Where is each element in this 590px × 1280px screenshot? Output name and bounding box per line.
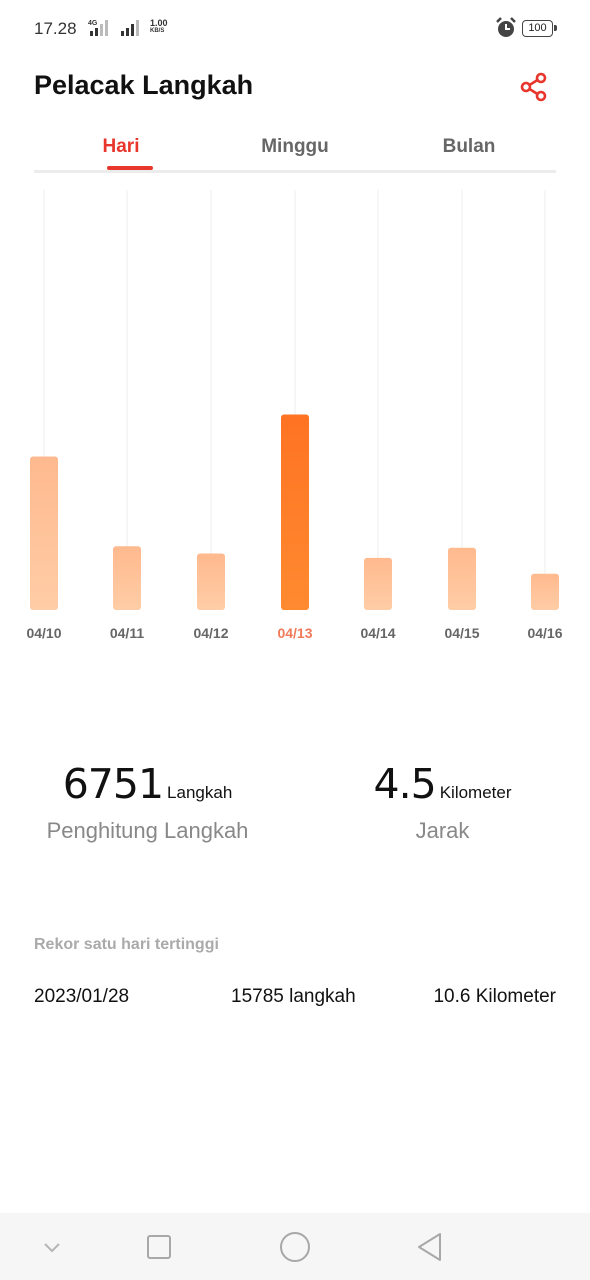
chart-tick-label: 04/13 — [277, 625, 312, 641]
share-icon[interactable] — [519, 72, 549, 102]
steps-value: 6751 — [62, 760, 164, 808]
chart-bar-04-15[interactable] — [448, 547, 476, 610]
signal-strength-icon: 4G — [88, 20, 108, 36]
status-bar: 17.28 4G 1.00 KB/S 100 — [0, 0, 590, 58]
chart-tick-label: 04/10 — [26, 625, 61, 641]
chart-tick-label: 04/11 — [110, 625, 144, 641]
chart-bar-04-12[interactable] — [197, 553, 225, 610]
tab-active-indicator — [107, 166, 153, 170]
steps-bar-chart: 04/10 04/11 04/12 04/13 04/14 04/15 04/16 — [26, 190, 563, 641]
tab-bulan[interactable]: Bulan — [382, 128, 556, 168]
network-type-label: 4G — [88, 20, 98, 27]
page-title: Pelacak Langkah — [34, 70, 254, 100]
battery-icon: 100 — [522, 20, 557, 37]
distance-unit: Kilometer — [439, 783, 512, 802]
network-speed-unit: KB/S — [150, 28, 165, 34]
tab-hari[interactable]: Hari — [34, 128, 208, 170]
tab-minggu[interactable]: Minggu — [208, 128, 382, 168]
chart-bar-04-14[interactable] — [364, 557, 392, 610]
tab-label: Hari — [102, 136, 140, 157]
chart-bar-04-13[interactable] — [281, 414, 309, 610]
steps-chart: 04/10 04/11 04/12 04/13 04/14 04/15 04/16 — [0, 190, 590, 650]
record-distance: 10.6 Kilometer — [433, 986, 556, 1007]
network-speed: 1.00 KB/S — [150, 18, 168, 35]
chevron-down-icon[interactable] — [32, 1229, 72, 1265]
period-tabs: Hari Minggu Bulan — [34, 128, 556, 174]
chart-bar-04-11[interactable] — [113, 546, 141, 610]
tabs-divider — [34, 170, 556, 173]
distance-label: Jarak — [415, 818, 470, 843]
chart-bar-04-16[interactable] — [531, 573, 559, 610]
chart-tick-label: 04/12 — [193, 625, 228, 641]
steps-stat: 6751 Langkah Penghitung Langkah — [0, 760, 295, 860]
alarm-clock-icon — [496, 17, 516, 37]
navigation-bar — [0, 1213, 590, 1280]
triangle-back-icon[interactable] — [410, 1229, 450, 1265]
steps-unit: Langkah — [167, 783, 233, 802]
chart-tick-label: 04/15 — [444, 625, 479, 641]
record-row: 2023/01/28 15785 langkah 10.6 Kilometer — [34, 986, 556, 1016]
tab-label: Bulan — [442, 136, 496, 157]
chart-tick-label: 04/14 — [360, 625, 395, 641]
network-speed-value: 1.00 — [150, 18, 168, 28]
chart-bar-04-10[interactable] — [30, 456, 58, 610]
signal-strength-2-icon — [121, 20, 139, 36]
tab-label: Minggu — [261, 136, 329, 157]
square-recents-icon[interactable] — [139, 1229, 179, 1265]
record-date: 2023/01/28 — [34, 986, 130, 1007]
distance-stat: 4.5 Kilometer Jarak — [295, 760, 590, 860]
status-time: 17.28 — [34, 19, 77, 38]
distance-value: 4.5 — [373, 760, 436, 808]
circle-home-icon[interactable] — [275, 1229, 315, 1265]
steps-label: Penghitung Langkah — [46, 818, 249, 843]
record-steps: 15785 langkah — [231, 986, 356, 1007]
chart-tick-label: 04/16 — [527, 625, 562, 641]
record-title: Rekor satu hari tertinggi — [34, 936, 219, 953]
